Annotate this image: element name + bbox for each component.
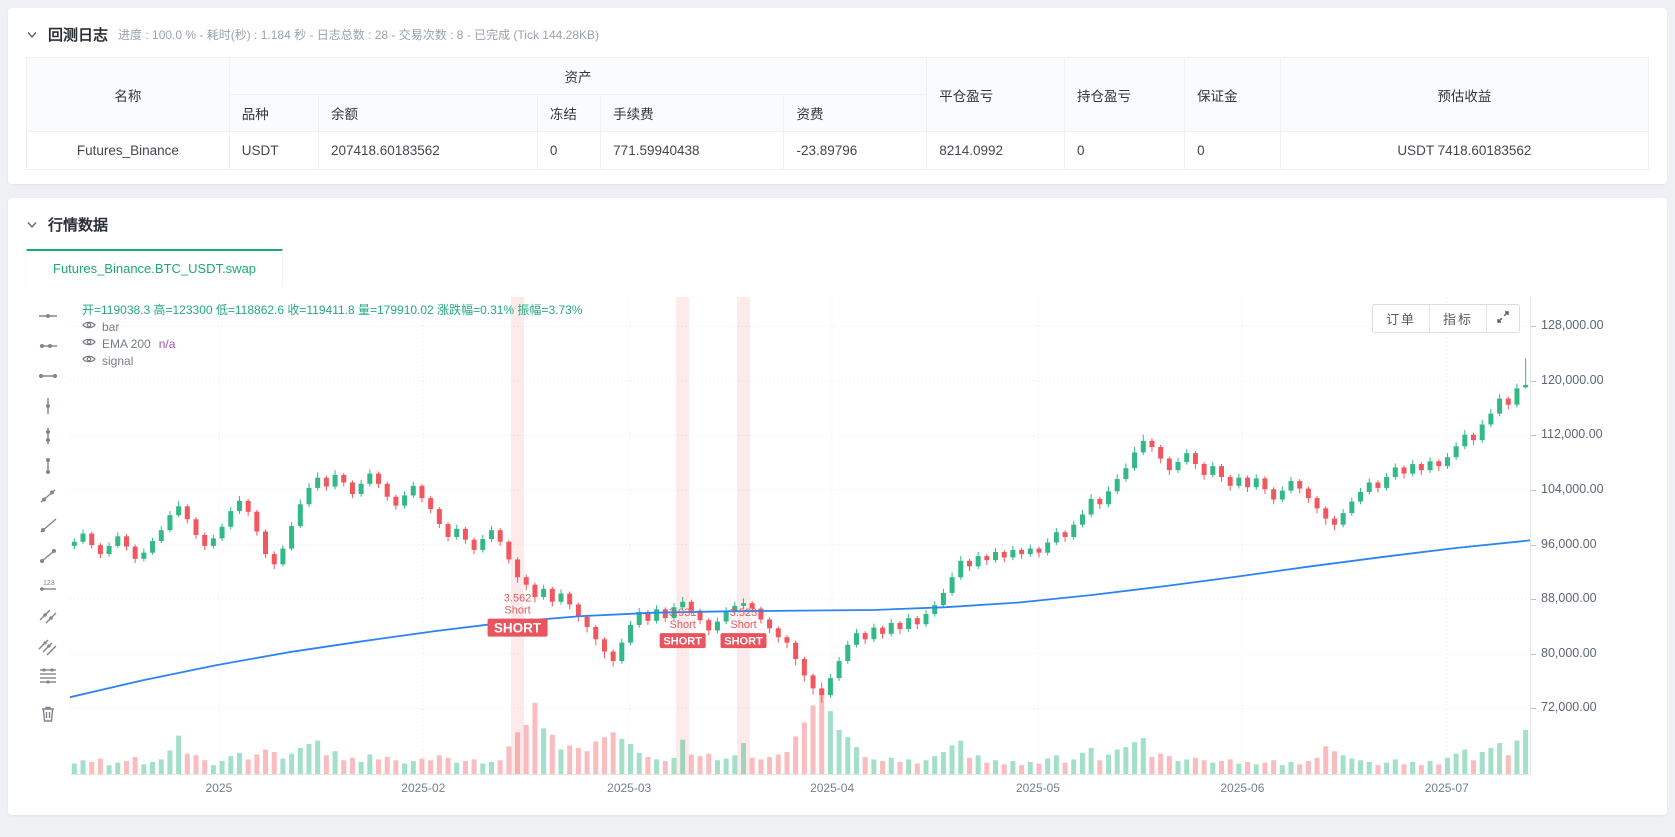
tool-price-note-icon[interactable]: 123 (33, 573, 63, 599)
tool-segment-icon[interactable] (33, 543, 63, 569)
tool-vertical-ray-icon[interactable] (33, 423, 63, 449)
price-tick-label: 88,000.00 (1531, 591, 1597, 605)
col-header-asset-group: 资产 (228, 57, 928, 95)
expand-icon (1496, 310, 1510, 327)
cell-frozen: 0 (536, 131, 602, 170)
col-header-frozen: 冻结 (536, 94, 602, 132)
col-header-est-profit: 预估收益 (1279, 57, 1650, 132)
tool-vertical-segment-icon[interactable] (33, 453, 63, 479)
time-axis[interactable]: 2025 2025-02 2025-03 2025-04 2025-05 2025-06 2… (70, 775, 1530, 801)
indicators-button[interactable]: 指标 (1430, 305, 1487, 332)
cell-closed-pnl: 8214.0992 (926, 131, 1066, 170)
legend-row-ema: EMA 200 n/a (82, 336, 582, 353)
tool-fib-lines-icon[interactable] (33, 663, 63, 689)
svg-text:3.562: 3.562 (504, 593, 532, 605)
col-header-balance: 余额 (317, 94, 538, 132)
cell-margin: 0 (1184, 131, 1281, 170)
col-header-fee: 手续费 (600, 94, 785, 132)
svg-text:Short: Short (730, 619, 756, 631)
legend-row-signal: signal (82, 353, 582, 370)
chevron-down-icon[interactable] (26, 219, 38, 231)
cell-est-profit: USDT 7418.60183562 (1279, 131, 1650, 170)
cell-name: Futures_Binance (26, 131, 230, 170)
table-row: Futures_Binance USDT 207418.60183562 0 7… (26, 131, 1650, 170)
cell-variety: USDT (228, 131, 319, 170)
price-tick-label: 96,000.00 (1531, 537, 1597, 551)
tool-horizontal-ray-icon[interactable] (33, 333, 63, 359)
market-data-title: 行情数据 (48, 217, 109, 234)
svg-text:SHORT: SHORT (724, 636, 763, 648)
market-data-card: 行情数据 Futures_Binance.BTC_USDT.swap 123 (8, 198, 1667, 815)
time-tick-label: 2025 (205, 781, 233, 795)
tool-horizontal-segment-icon[interactable] (33, 363, 63, 389)
backtest-log-header[interactable]: 回测日志 进度 : 100.0 % - 耗时(秒) : 1.184 秒 - 日志… (26, 18, 1649, 57)
tab-btc-usdt-swap[interactable]: Futures_Binance.BTC_USDT.swap (26, 249, 284, 287)
time-tick-label: 2025-05 (1015, 781, 1060, 795)
chart-area: 123 3.562 Short SHORT 3.931 Short SHORT 3.523 S… (26, 297, 1649, 801)
chart-button-group: 订单 指标 (1371, 304, 1520, 333)
backtest-progress-meta: 进度 : 100.0 % - 耗时(秒) : 1.184 秒 - 日志总数 : … (118, 28, 600, 42)
time-tick-label: 2025-03 (607, 781, 652, 795)
price-tick-label: 80,000.00 (1531, 646, 1597, 660)
tool-channel-icon[interactable] (33, 633, 63, 659)
tool-vertical-line-icon[interactable] (33, 393, 63, 419)
drawing-toolbar: 123 (26, 297, 70, 801)
time-tick-label: 2025-07 (1424, 781, 1469, 795)
cell-funding: -23.89796 (783, 131, 928, 170)
backtest-log-title: 回测日志 (48, 27, 109, 44)
backtest-log-card: 回测日志 进度 : 100.0 % - 耗时(秒) : 1.184 秒 - 日志… (8, 8, 1667, 184)
svg-text:Short: Short (670, 619, 696, 631)
svg-text:3.931: 3.931 (669, 607, 697, 619)
ohlc-readout: 开=119038.3 高=123300 低=118862.6 收=119411.… (82, 303, 583, 317)
col-header-name: 名称 (26, 57, 230, 132)
price-tick-label: 120,000.00 (1531, 373, 1604, 387)
legend-label: bar (102, 320, 120, 334)
cell-balance: 207418.60183562 (317, 131, 538, 170)
legend-label: EMA 200 (102, 337, 151, 351)
svg-text:3.523: 3.523 (730, 607, 758, 619)
chart-plot: 3.562 Short SHORT 3.931 Short SHORT 3.523 Short… (70, 297, 1530, 801)
candlestick-chart[interactable]: 3.562ShortSHORT3.931ShortSHORT3.523Short… (70, 297, 1530, 775)
fullscreen-button[interactable] (1487, 305, 1519, 332)
backtest-asset-table: 名称 资产 平仓盈亏 持仓盈亏 保证金 预估收益 品种 余额 冻结 手续费 资费 (26, 57, 1650, 170)
tool-parallel-lines-icon[interactable] (33, 603, 63, 629)
col-header-margin: 保证金 (1184, 57, 1281, 132)
chart-legend: 开=119038.3 高=123300 低=118862.6 收=119411.… (82, 302, 582, 370)
trash-icon[interactable] (33, 701, 63, 727)
time-tick-label: 2025-02 (401, 781, 446, 795)
time-tick-label: 2025-04 (810, 781, 855, 795)
cell-position-pnl: 0 (1064, 131, 1186, 170)
tool-trend-line-icon[interactable] (33, 483, 63, 509)
eye-icon[interactable] (82, 336, 96, 353)
tool-ray-icon[interactable] (33, 513, 63, 539)
ema-value: n/a (158, 337, 176, 351)
col-header-closed-pnl: 平仓盈亏 (926, 57, 1066, 132)
price-tick-label: 112,000.00 (1531, 427, 1603, 441)
symbol-tabs: Futures_Binance.BTC_USDT.swap (26, 249, 1649, 287)
tool-horizontal-line-icon[interactable] (33, 303, 63, 329)
price-tick-label: 72,000.00 (1531, 700, 1597, 714)
eye-icon[interactable] (82, 353, 96, 370)
orders-button[interactable]: 订单 (1373, 305, 1430, 332)
legend-label: signal (102, 354, 134, 368)
cell-fee: 771.59940438 (600, 131, 785, 170)
market-data-header[interactable]: 行情数据 (26, 208, 1649, 247)
eye-icon[interactable] (82, 319, 96, 336)
svg-text:SHORT: SHORT (494, 621, 542, 636)
col-header-variety: 品种 (228, 94, 319, 132)
svg-text:SHORT: SHORT (663, 636, 702, 648)
time-tick-label: 2025-06 (1220, 781, 1265, 795)
svg-text:123: 123 (43, 580, 55, 587)
price-tick-label: 128,000.00 (1531, 318, 1604, 332)
col-header-funding: 资费 (783, 94, 928, 132)
col-header-position-pnl: 持仓盈亏 (1064, 57, 1186, 132)
chevron-down-icon[interactable] (26, 29, 38, 41)
legend-row-bar: bar (82, 319, 582, 336)
price-tick-label: 104,000.00 (1531, 482, 1604, 496)
price-axis[interactable]: 128,000.00 120,000.00 112,000.00 104,000.00… (1530, 297, 1642, 775)
svg-text:Short: Short (504, 605, 530, 617)
